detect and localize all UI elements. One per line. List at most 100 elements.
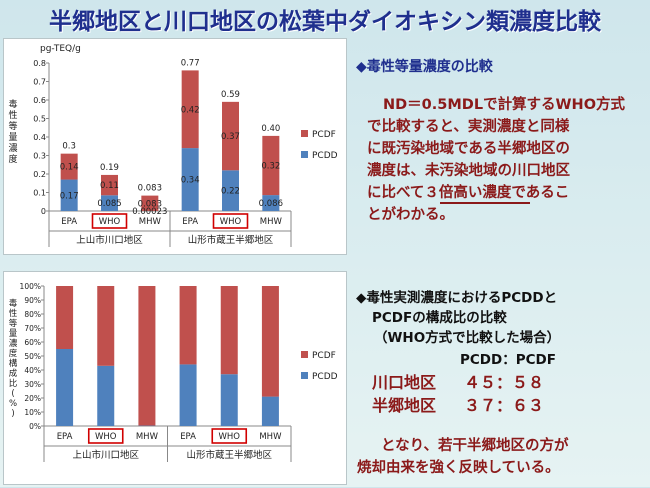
y-axis-label-char: 等	[9, 318, 18, 329]
y-tick-label: 0.5	[33, 115, 46, 124]
pcdd-data-label: 0.22	[221, 187, 240, 197]
bar-pcdd	[56, 349, 73, 426]
bar-pcdd	[180, 364, 197, 426]
y-axis-label-char: 成	[9, 368, 18, 379]
x-tick-label: EPA	[57, 432, 73, 442]
bar-pcdf	[262, 286, 279, 397]
legend-label: PCDD	[312, 372, 338, 382]
x-tick-label: EPA	[180, 432, 196, 442]
y-axis-label-char: 性	[9, 308, 18, 319]
y-axis-label-char: 度	[8, 153, 17, 165]
bar-pcdf	[138, 286, 155, 426]
text1-heading: ◆毒性等量濃度の比較	[356, 56, 493, 76]
text1-line-2: で比較すると、実測濃度と同様	[367, 117, 569, 138]
page-title: 半郷地区と川口地区の松葉中ダイオキシン類濃度比較	[0, 2, 650, 36]
x-tick-label: WHO	[95, 432, 117, 442]
ratio-row1-label: 川口地区	[372, 372, 436, 393]
x-group-label: 上山市川口地区	[72, 449, 139, 461]
y-axis-label-char: 比	[9, 378, 18, 389]
y-tick-label: 0	[41, 207, 46, 216]
y-tick-label: 10%	[24, 408, 41, 417]
text2-heading-3: （WHO方式で比較した場合）	[374, 329, 560, 347]
pcdd-data-label: 0.17	[60, 191, 79, 201]
y-tick-label: 0.8	[33, 59, 46, 68]
legend-swatch	[301, 151, 308, 158]
y-axis-label-char: 毒	[9, 298, 18, 309]
pcdd-data-label: 0.085	[97, 199, 121, 209]
bar-pcdd	[221, 374, 238, 426]
y-tick-label: 0.2	[33, 170, 46, 179]
y-tick-label: 0.7	[33, 78, 46, 87]
y-axis-label-char: 量	[8, 132, 17, 143]
x-tick-label: MHW	[136, 432, 159, 442]
y-tick-label: 50%	[24, 352, 41, 361]
x-group-label: 山形市蔵王半郷地区	[188, 234, 274, 246]
x-group-label: 山形市蔵王半郷地区	[186, 449, 272, 461]
legend-label: PCDD	[312, 151, 338, 161]
y-axis-label-char: 度	[9, 348, 18, 359]
ratio-chart: 0%10%20%30%40%50%60%70%80%90%100%毒性等量濃度構…	[4, 272, 346, 484]
y-tick-label: 20%	[24, 394, 41, 403]
y-axis-label-char: 構	[9, 358, 18, 369]
x-tick-label: WHO	[219, 432, 241, 442]
text2-footer-2: 焼却由来を強く反映している。	[357, 458, 560, 479]
text2-heading-1: ◆毒性実測濃度におけるPCDDと	[356, 289, 557, 307]
bar-pcdf	[221, 286, 238, 374]
legend-swatch	[301, 351, 308, 358]
y-tick-label: 0%	[29, 422, 41, 431]
ratio-header: PCDD：PCDF	[460, 351, 556, 369]
ratio-row1-value: ４５：５８	[464, 372, 544, 393]
x-tick-label: WHO	[99, 217, 121, 227]
legend-label: PCDF	[312, 351, 336, 361]
y-axis-label-char: )	[11, 409, 14, 419]
pcdf-data-label: 0.42	[181, 105, 200, 115]
y-tick-label: 80%	[24, 310, 41, 319]
concentration-chart: 00.10.20.30.40.50.60.70.8毒性等量濃度pg-TEQ/g0…	[4, 39, 346, 254]
unit-label: pg-TEQ/g	[40, 44, 81, 54]
pcdf-data-label: 0.14	[60, 163, 79, 173]
y-tick-label: 0.4	[33, 133, 46, 142]
y-tick-label: 60%	[24, 338, 41, 347]
x-tick-label: EPA	[182, 217, 198, 227]
y-tick-label: 0.6	[33, 96, 46, 105]
total-data-label: 0.77	[181, 58, 200, 68]
text1-line-4: 濃度は、未汚染地域の川口地区	[367, 161, 570, 182]
y-axis-label-char: 性	[8, 109, 17, 121]
y-axis-label-char: (	[11, 389, 14, 399]
y-tick-label: 40%	[24, 366, 41, 375]
y-axis-label-char: 毒	[8, 98, 17, 110]
legend-swatch	[301, 372, 308, 379]
ratio-row2-label: 半郷地区	[372, 395, 436, 416]
y-tick-label: 0.3	[33, 152, 46, 161]
y-axis-label-char: 等	[8, 120, 17, 132]
y-tick-label: 0.1	[33, 189, 46, 198]
y-tick-label: 70%	[24, 324, 41, 333]
text1-line-6: とがわかる。	[367, 205, 454, 226]
x-group-label: 上山市川口地区	[76, 234, 143, 246]
bar-pcdd	[262, 397, 279, 426]
pcdd-data-label: 0.086	[259, 199, 283, 209]
pcdd-data-label: 0.34	[181, 176, 200, 186]
total-data-label: 0.19	[100, 163, 119, 173]
total-data-label: 0.3	[62, 142, 76, 152]
underline-emphasis	[440, 202, 530, 204]
legend-label: PCDF	[312, 130, 336, 140]
x-tick-label: MHW	[260, 217, 283, 227]
pcdf-data-label: 0.11	[100, 181, 119, 191]
pcdf-data-label: 0.32	[261, 161, 280, 171]
y-tick-label: 30%	[24, 380, 41, 389]
text1-line-5: に比べて３倍高い濃度であるこ	[367, 183, 569, 204]
ratio-row2-value: ３７：６３	[464, 395, 544, 416]
bar-pcdf	[180, 286, 197, 364]
total-data-label: 0.59	[221, 90, 240, 100]
y-tick-label: 100%	[20, 282, 41, 291]
y-tick-label: 90%	[24, 296, 41, 305]
pcdf-data-label: 0.083	[138, 199, 162, 209]
text1-line-1: ND＝0.5MDLで計算するWHO方式	[383, 95, 625, 116]
bar-pcdf	[56, 286, 73, 349]
x-tick-label: MHW	[259, 432, 282, 442]
x-tick-label: WHO	[220, 217, 242, 227]
y-axis-label-char: 濃	[9, 338, 18, 349]
bar-pcdf	[97, 286, 114, 366]
